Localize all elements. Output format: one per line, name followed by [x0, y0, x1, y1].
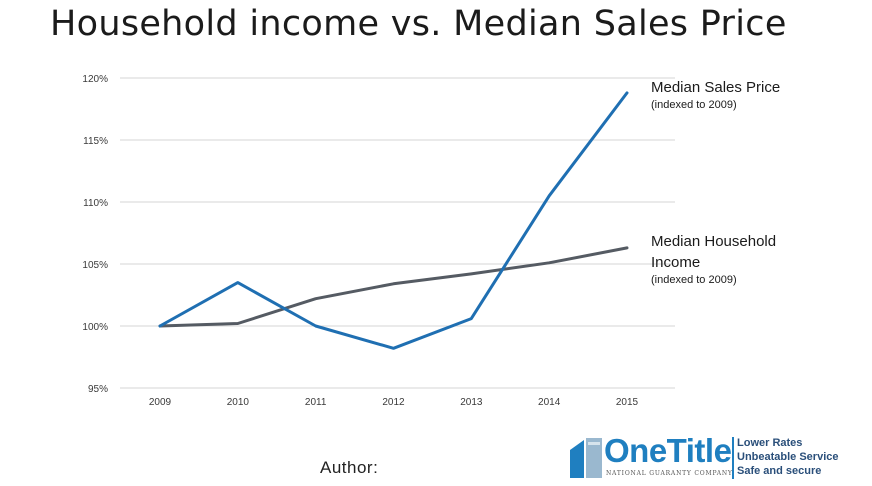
author-label: Author: [320, 458, 379, 477]
data-point [547, 261, 551, 264]
logo-divider [732, 437, 734, 479]
y-tick-label: 105% [82, 260, 108, 271]
x-tick-label: 2014 [538, 397, 561, 408]
y-tick-label: 95% [88, 384, 108, 395]
data-point [470, 272, 473, 276]
data-point [547, 194, 551, 197]
data-point [392, 347, 395, 350]
chart-title: Household income vs. Median Sales Price [50, 4, 787, 44]
x-tick-label: 2009 [149, 397, 172, 408]
x-axis-ticks: 2009 2010 2011 2012 2013 2014 2015 [149, 397, 639, 408]
x-tick-label: 2011 [305, 397, 327, 408]
logo-tagline-2: Unbeatable Service [737, 451, 839, 463]
onetitle-logo: OneTitle NATIONAL GUARANTY COMPANY Lower… [570, 432, 850, 480]
data-point [158, 324, 162, 328]
logo-subtitle: NATIONAL GUARANTY COMPANY [606, 470, 733, 477]
logo-name: OneTitle [604, 432, 732, 469]
data-point [625, 91, 629, 95]
x-tick-label: 2013 [460, 397, 483, 408]
series-line-median-sales-price [158, 91, 629, 350]
y-axis-ticks: 95% 100% 105% 110% 115% 120% [82, 74, 108, 395]
data-point [236, 322, 240, 325]
data-point [392, 282, 395, 286]
series-lines [158, 91, 629, 350]
y-tick-label: 120% [82, 74, 108, 85]
x-tick-label: 2015 [616, 397, 639, 408]
logo-building-icon [570, 438, 602, 478]
data-point [314, 324, 317, 328]
data-point [236, 281, 240, 284]
gridlines [120, 77, 675, 389]
y-tick-label: 110% [83, 198, 108, 209]
price-series-note: (indexed to 2009) [651, 99, 737, 111]
data-point [314, 297, 317, 300]
x-tick-label: 2012 [382, 397, 405, 408]
data-point [625, 246, 629, 250]
y-tick-label: 100% [82, 322, 108, 333]
logo-tagline: Lower Rates Unbeatable Service Safe and … [737, 436, 839, 478]
x-tick-label: 2010 [227, 397, 250, 408]
y-tick-label: 115% [83, 136, 108, 147]
income-series-label: Median Household Income (indexed to 2009… [651, 231, 776, 287]
data-point [470, 317, 473, 320]
logo-tagline-3: Safe and secure [737, 465, 822, 477]
price-series-name: Median Sales Price [651, 79, 781, 96]
income-series-name-line2: Income [651, 254, 701, 271]
income-series-name-line1: Median Household [651, 233, 777, 250]
logo-tagline-1: Lower Rates [737, 437, 803, 449]
income-series-note: (indexed to 2009) [651, 274, 737, 286]
price-series-label: Median Sales Price (indexed to 2009) [651, 77, 780, 112]
